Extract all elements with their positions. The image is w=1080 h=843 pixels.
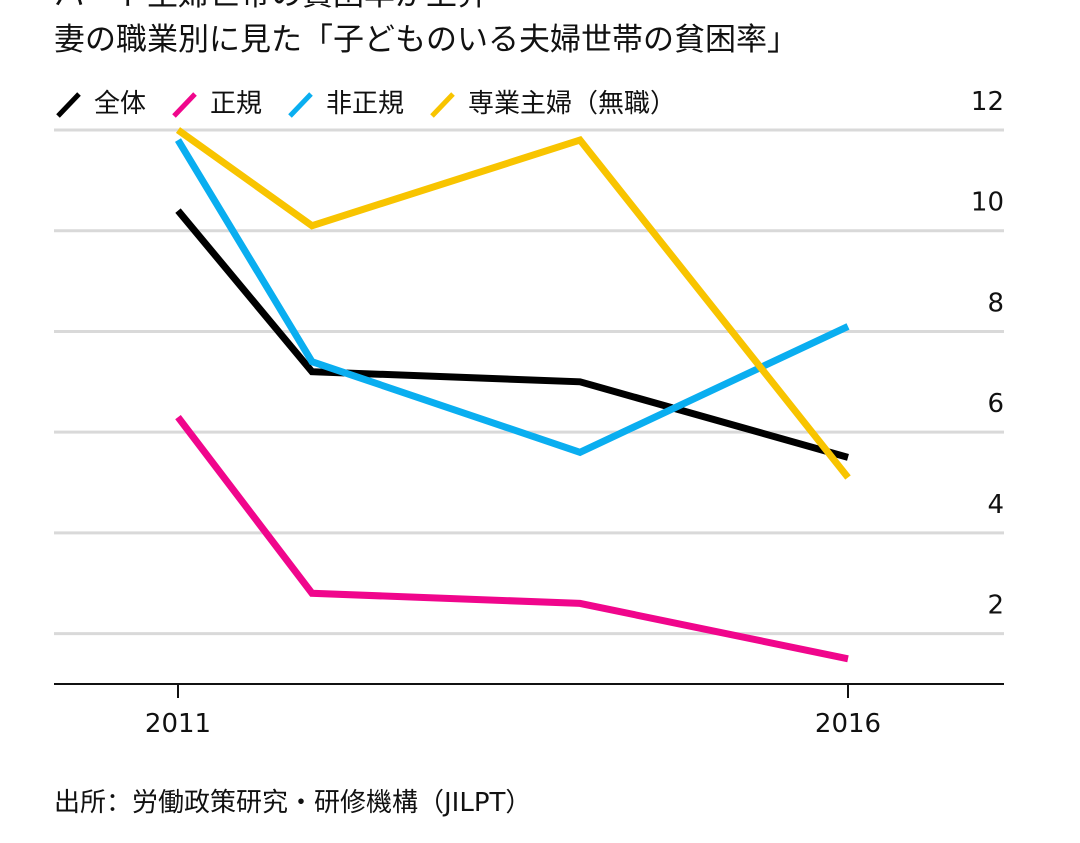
legend-label-overall: 全体 (94, 89, 147, 119)
chart-subtitle: 妻の職業別に見た「子どものいる夫婦世帯の貧困率」 (54, 22, 798, 58)
y-tick-label-8: 8 (987, 288, 1004, 318)
y-tick-label-4: 4 (987, 490, 1004, 520)
y-tick-label-6: 6 (987, 389, 1004, 419)
series-line-non-regular (175, 138, 850, 457)
legend-swatch-housewife (430, 92, 455, 118)
y-tick-label-10: 10 (971, 188, 1004, 218)
legend-swatch-line-non-regular (288, 92, 313, 118)
page-title: パート主婦世帯の貧困率が上昇 (54, 0, 488, 12)
series-lines (175, 127, 851, 663)
legend-item-regular: 正規 (170, 89, 262, 119)
legend-item-housewife: 専業主婦（無職） (428, 89, 676, 119)
series-line-regular (175, 414, 849, 663)
legend-swatch-line-housewife (430, 92, 455, 118)
x-tick-label-2011: 2011 (145, 709, 211, 739)
legend-swatch-regular (172, 92, 197, 118)
legend-swatch-overall (56, 92, 81, 118)
y-tick-label-12: 12 (971, 87, 1004, 117)
legend-item-non-regular: 非正規 (286, 89, 404, 119)
legend-label-housewife: 専業主婦（無職） (468, 89, 677, 119)
series-line-overall (175, 208, 849, 461)
legend-swatch-non-regular (288, 92, 313, 118)
legend-swatch-line-regular (172, 92, 197, 118)
y-tick-labels: 2 4 6 8 10 12 (971, 87, 1004, 621)
series-line-housewife (175, 127, 851, 480)
legend-item-overall: 全体 (54, 89, 146, 119)
legend-label-non-regular: 非正規 (326, 89, 405, 119)
legend: 全体 正規 非正規 専業主婦（無職） (54, 84, 700, 124)
x-tick-label-2016: 2016 (815, 709, 881, 739)
source-note: 出所：労働政策研究・研修機構（JILPT） (54, 788, 532, 818)
y-tick-label-2: 2 (987, 591, 1004, 621)
x-axis: 2011 2016 (54, 683, 1004, 739)
legend-swatch-line-overall (56, 92, 81, 118)
legend-label-regular: 正規 (210, 89, 263, 119)
